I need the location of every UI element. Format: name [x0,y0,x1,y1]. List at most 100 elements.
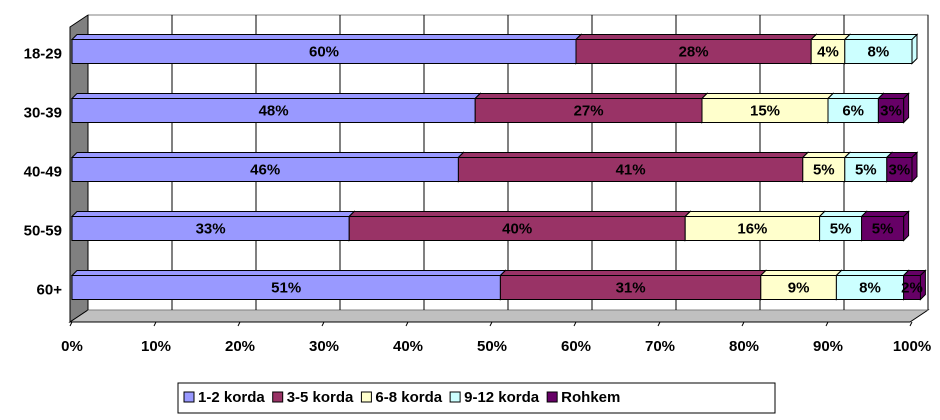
data-label: 28% [679,43,709,60]
x-tick-label: 10% [141,338,171,355]
data-label: 5% [855,161,877,178]
data-label: 9% [788,279,810,296]
x-tick-label: 50% [477,338,507,355]
x-tick [825,321,829,327]
bar-side [903,92,910,124]
legend-swatch [183,391,195,403]
data-label: 16% [737,220,767,237]
legend-label: Rohkem [561,389,620,406]
floor [68,309,930,323]
bar-top [70,34,583,40]
x-tick-label: 0% [61,338,83,355]
bar [348,216,686,241]
bar-top [809,34,852,40]
x-tick [237,321,241,327]
bar-side [911,33,918,65]
x-tick-label: 70% [645,338,675,355]
bar [903,275,921,300]
bar-side [903,210,910,242]
bar [71,216,350,241]
x-tick [741,321,745,327]
x-tick-label: 30% [309,338,339,355]
data-label: 51% [271,279,301,296]
legend-swatch [546,391,558,403]
bar-top [70,270,507,276]
x-tick [657,321,661,327]
legend [177,382,776,414]
data-label: 27% [574,102,604,119]
y-tick-label: 50-59 [24,222,62,239]
bar-top [843,34,919,40]
data-label: 60% [309,43,339,60]
bar-top [70,211,356,217]
legend-swatch [272,391,284,403]
legend-label: 6-8 korda [375,389,442,406]
bar-top [499,270,768,276]
bar [457,157,804,182]
data-label: 3% [880,102,902,119]
bar [835,275,905,300]
bar-top [843,152,894,158]
x-tick [909,321,913,327]
bar-top [683,211,826,217]
bar-side [911,151,918,183]
bar [810,39,846,64]
bar-top [457,152,810,158]
bar [844,157,888,182]
x-tick [573,321,577,327]
bar-top [70,152,465,158]
x-tick-label: 90% [813,338,843,355]
y-tick-label: 60+ [37,281,63,298]
x-tick-label: 80% [729,338,759,355]
bar-top [473,93,709,99]
data-label: 46% [250,161,280,178]
data-label: 15% [750,102,780,119]
y-tick-label: 30-39 [24,104,62,121]
bar [71,39,577,64]
bar-top [700,93,835,99]
data-label: 3% [889,161,911,178]
bar [819,216,863,241]
bar [827,98,879,123]
bar [877,98,905,123]
x-tick-label: 40% [393,338,423,355]
x-tick [321,321,325,327]
data-label: 48% [259,102,289,119]
bar [760,275,837,300]
bar [71,275,501,300]
x-tick-label: 60% [561,338,591,355]
bar-top [826,93,885,99]
x-tick [69,321,73,327]
bar-top [70,93,482,99]
data-label: 2% [901,279,923,296]
bar [575,39,812,64]
legend-swatch [449,391,461,403]
data-label: 31% [616,279,646,296]
data-label: 40% [502,220,532,237]
bar-top [574,34,818,40]
x-tick [153,321,157,327]
data-label: 5% [813,161,835,178]
x-tick-label: 20% [225,338,255,355]
bar [886,157,913,182]
legend-label: 1-2 korda [198,389,265,406]
data-label: 5% [830,220,852,237]
legend-label: 3-5 korda [287,389,354,406]
bar-top [818,211,868,217]
bar-top [759,270,843,276]
x-tick-label: 100% [893,338,931,355]
legend-label: 9-12 korda [464,389,540,406]
data-label: 41% [616,161,646,178]
bar-top [835,270,910,276]
legend-swatch [360,391,372,403]
data-label: 4% [817,43,839,60]
bar-top [860,211,910,217]
data-label: 33% [196,220,226,237]
y-tick-label: 18-29 [24,45,62,62]
bar [844,39,913,64]
bar [861,216,905,241]
y-tick-label: 40-49 [24,163,62,180]
data-label: 5% [872,220,894,237]
